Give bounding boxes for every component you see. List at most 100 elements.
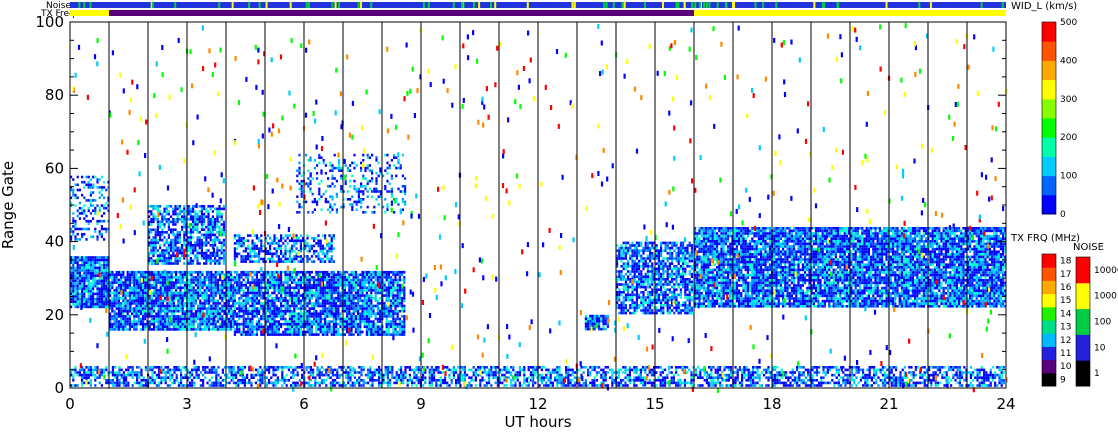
echo-cell [269,249,272,253]
echo-cell [190,312,193,316]
echo-cell [172,228,175,231]
echo-cell [657,278,660,281]
echo-cell [175,278,178,282]
echo-cell [192,259,195,263]
echo-cell [385,276,388,279]
echo-cell [258,270,261,274]
echo-cell [330,302,333,305]
echo-cell [168,309,171,313]
echo-cell [633,309,636,312]
echo-cell [150,244,153,247]
echo-cell [154,233,157,237]
echo-cell [197,309,200,313]
echo-cell [152,244,155,247]
echo-cell [657,298,660,302]
echo-cell [359,304,362,308]
echo-cell [346,304,349,308]
echo-cell [385,270,388,274]
echo-cell [170,205,173,208]
echo-cell [651,291,654,294]
echo-cell [354,320,357,323]
echo-cell [320,156,323,159]
echo-cell [598,314,601,318]
echo-cell [218,228,221,231]
echo-cell [159,289,162,292]
echo-cell [372,320,375,323]
echo-cell [635,270,638,273]
echo-cell [399,166,402,170]
echo-cell [317,320,320,323]
echo-cell [161,273,164,277]
echo-cell [297,286,300,290]
echo-cell [190,286,193,290]
echo-cell [150,307,153,310]
echo-cell [288,276,291,279]
echo-cell [302,307,305,310]
echo-cell [105,277,108,280]
echo-cell [631,291,634,294]
echo-cell [205,215,208,218]
echo-cell [249,252,252,256]
echo-cell [172,299,175,303]
echo-cell [310,304,313,308]
echo-cell [148,302,151,305]
echo-cell [214,312,217,316]
echo-cell [332,260,335,263]
echo-cell [258,299,261,303]
echo-cell [189,251,192,255]
echo-cell [135,299,138,303]
echo-cell [262,291,265,295]
echo-cell [176,238,179,242]
echo-cell [390,325,393,329]
echo-cell [161,289,164,292]
echo-cell [262,296,265,300]
echo-cell [644,257,647,260]
echo-cell [622,257,625,260]
echo-cell [332,296,335,300]
echo-cell [651,298,654,302]
echo-cell [113,322,116,326]
echo-cell [131,296,134,300]
echo-cell [384,153,387,157]
echo-cell [174,212,177,216]
echo-cell [207,259,210,263]
echo-cell [266,289,269,292]
echo-cell [357,283,360,287]
echo-cell [306,276,309,279]
echo-cell [242,322,245,326]
echo-cell [154,259,157,263]
echo-cell [362,153,365,157]
echo-cell [598,320,601,323]
echo-cell [194,254,197,257]
echo-cell [324,315,327,318]
echo-cell [74,271,77,275]
echo-cell [188,286,191,290]
echo-cell [233,236,236,240]
echo-cell [589,327,592,331]
echo-cell [216,246,219,250]
echo-cell [183,207,186,211]
echo-cell [332,322,335,326]
echo-cell [168,270,171,274]
noise-bar-tick [683,2,686,8]
echo-cell [156,241,159,244]
echo-cell [403,307,406,310]
echo-cell [288,296,291,300]
echo-cell [394,276,397,279]
echo-cell [85,303,88,306]
echo-cell [321,333,324,336]
echo-cell [366,182,369,185]
echo-cell [189,246,192,250]
echo-cell [310,247,313,250]
echo-cell [262,312,265,316]
echo-cell [225,325,228,329]
echo-cell [337,291,340,295]
echo-cell [337,322,340,326]
echo-cell [159,225,162,229]
echo-cell [166,325,169,329]
echo-cell [94,269,97,272]
echo-cell [244,322,247,326]
echo-cell [398,289,401,292]
echo-cell [622,249,625,252]
echo-cell [321,260,324,263]
